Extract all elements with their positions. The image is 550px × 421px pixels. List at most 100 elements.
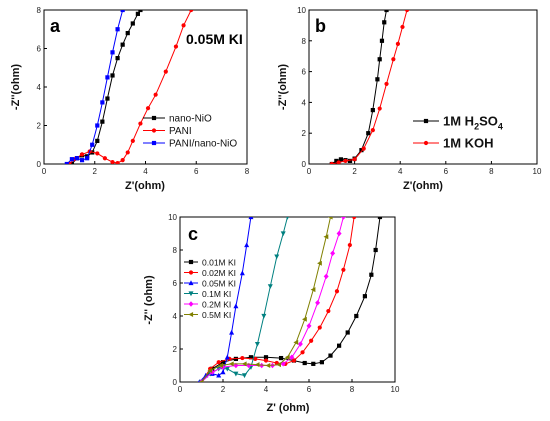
data-point-a-1-5 — [102, 156, 107, 161]
data-point-c-4-10 — [306, 323, 312, 329]
series-line-a-2 — [66, 10, 124, 164]
data-point-a-1-14 — [163, 69, 168, 74]
data-point-c-0-15 — [362, 294, 367, 299]
data-point-b-0-7 — [366, 131, 371, 136]
data-point-c-2-9 — [244, 242, 250, 248]
data-point-c-5-10 — [302, 316, 307, 322]
data-point-c-3-8 — [261, 313, 267, 319]
x-tick-label-c-1: 2 — [221, 385, 226, 394]
data-point-c-5-3 — [228, 361, 234, 367]
data-point-a-0-12 — [130, 21, 135, 26]
data-point-b-0-8 — [370, 108, 375, 113]
legend-marker-b-1 — [423, 140, 429, 146]
data-point-c-5-5 — [254, 362, 260, 368]
data-point-c-5-2 — [218, 363, 223, 368]
data-point-c-0-10 — [319, 360, 324, 365]
data-point-b-1-11 — [404, 10, 410, 13]
legend-marker-c-0 — [188, 259, 194, 265]
y-tick-label-b-3: 6 — [302, 68, 307, 77]
data-point-a-2-10 — [115, 27, 120, 32]
data-point-a-0-8 — [110, 73, 115, 78]
x-tick-label-a-4: 8 — [245, 167, 250, 176]
data-point-c-5-9 — [293, 339, 299, 345]
legend-b: 1M H2SO4 1M KOH — [413, 114, 503, 151]
legend-label-c-5: 0.5M KI — [202, 310, 231, 320]
data-point-c-5-13 — [323, 234, 329, 240]
legend-label-c-1: 0.02M KI — [202, 268, 236, 278]
data-point-c-2-3 — [216, 372, 222, 378]
legend-label-c-0: 0.01M KI — [202, 258, 236, 268]
data-point-c-0-13 — [345, 330, 350, 335]
data-point-a-1-17 — [189, 10, 194, 13]
data-point-a-1-6 — [110, 159, 115, 164]
y-tick-label-b-4: 8 — [302, 37, 307, 46]
legend-marker-c-1 — [188, 270, 194, 275]
x-axis-label-c: Z' (ohm) — [267, 402, 310, 414]
panel-letter-c: c — [188, 224, 198, 244]
x-tick-label-b-1: 2 — [352, 167, 357, 176]
data-point-c-0-4 — [248, 355, 254, 360]
data-point-a-0-9 — [115, 56, 120, 61]
data-point-c-0-2 — [220, 360, 226, 365]
data-point-c-0-16 — [369, 272, 374, 277]
data-point-b-0-13 — [384, 10, 389, 13]
data-point-a-1-8 — [120, 158, 125, 163]
data-point-c-5-11 — [310, 287, 316, 293]
series-line-b-0 — [331, 10, 387, 164]
x-axis-label-a: Z'(ohm) — [125, 180, 165, 192]
data-point-c-5-8 — [284, 354, 290, 360]
data-point-c-4-15 — [340, 217, 346, 220]
x-tick-label-c-0: 0 — [178, 385, 183, 394]
data-point-a-2-9 — [110, 50, 115, 55]
chart-panel-c: c Z' (ohm) -Z'' (ohm) 0 2 4 6 8 10 0 2 4 6 8 10 0.0… — [143, 213, 400, 414]
data-point-c-2-5 — [224, 354, 230, 360]
data-point-c-2-6 — [229, 329, 235, 335]
legend-marker-c-2 — [188, 280, 194, 286]
series-group-a — [64, 10, 194, 164]
y-tick-label-a-2: 4 — [37, 83, 42, 92]
legend-label-c-3: 0.1M KI — [202, 289, 231, 299]
y-tick-label-b-5: 10 — [297, 6, 306, 15]
data-point-c-2-4 — [220, 369, 226, 375]
data-point-a-2-1 — [69, 157, 75, 162]
chart-panel-a: a 0.05M KI Z'(ohm) -Z''(ohm) 0 2 4 6 802468 … — [10, 6, 250, 192]
x-tick-label-c-3: 6 — [307, 385, 312, 394]
data-point-c-4-9 — [297, 341, 303, 347]
data-point-b-0-2 — [338, 157, 344, 162]
data-point-c-2-8 — [239, 270, 245, 276]
legend-label-a-0: nano-NiO — [169, 114, 212, 125]
data-point-b-0-6 — [359, 148, 364, 153]
annotation-a: 0.05M KI — [186, 31, 243, 47]
data-point-c-5-14 — [327, 217, 333, 220]
data-point-a-0-11 — [125, 31, 130, 36]
x-tick-label-a-2: 4 — [143, 167, 148, 176]
y-tick-label-b-1: 2 — [302, 129, 307, 138]
data-point-a-2-6 — [95, 123, 100, 128]
data-point-a-1-11 — [138, 121, 143, 126]
data-point-b-0-4 — [347, 158, 353, 164]
data-point-c-5-1 — [207, 367, 213, 373]
plot-frame-b — [308, 9, 538, 165]
x-tick-label-c-2: 4 — [264, 385, 269, 394]
data-point-c-2-10 — [248, 217, 254, 220]
y-tick-label-c-3: 6 — [173, 279, 178, 288]
y-tick-label-a-3: 6 — [37, 45, 42, 54]
x-tick-label-c-5: 10 — [391, 385, 400, 394]
y-axis-label-a: -Z''(ohm) — [10, 64, 22, 110]
y-tick-label-c-0: 0 — [173, 378, 178, 387]
data-point-c-0-17 — [373, 247, 378, 253]
x-tick-label-a-1: 2 — [93, 167, 98, 176]
y-tick-label-c-2: 4 — [173, 312, 178, 321]
data-point-c-1-9 — [291, 358, 297, 363]
data-point-c-0-8 — [302, 360, 307, 366]
legend-marker-b-0 — [423, 118, 429, 124]
data-point-c-4-14 — [336, 230, 342, 237]
y-tick-label-b-2: 4 — [302, 98, 307, 107]
data-point-c-4-12 — [323, 273, 329, 280]
data-point-c-5-0 — [198, 379, 204, 382]
x-tick-label-b-0: 0 — [307, 167, 312, 176]
legend-label-c-2: 0.05M KI — [202, 279, 236, 289]
data-point-c-3-10 — [274, 254, 280, 260]
